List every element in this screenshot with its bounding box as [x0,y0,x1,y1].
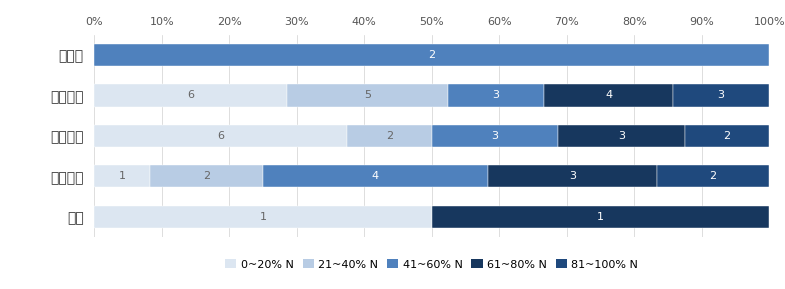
Text: 1: 1 [119,171,126,181]
Bar [94,84,287,107]
Bar [94,165,151,187]
Bar [94,205,432,228]
Text: 6: 6 [217,131,225,141]
Text: 3: 3 [618,131,625,141]
Text: 4: 4 [372,171,379,181]
Bar [447,84,544,107]
Bar [432,205,769,228]
Text: 4: 4 [605,90,612,100]
Text: 3: 3 [569,171,576,181]
Bar [94,125,347,147]
Bar [657,165,769,187]
Bar [287,84,447,107]
Bar [685,125,769,147]
Text: 1: 1 [260,212,266,222]
Bar [432,125,558,147]
Bar [151,165,263,187]
Bar [347,125,432,147]
Text: 2: 2 [710,171,717,181]
Legend: 0~20% N, 21~40% N, 41~60% N, 61~80% N, 81~100% N: 0~20% N, 21~40% N, 41~60% N, 61~80% N, 8… [221,255,643,274]
Text: 1: 1 [597,212,604,222]
Bar [544,84,673,107]
Text: 2: 2 [724,131,731,141]
Text: 3: 3 [491,131,498,141]
Text: 2: 2 [386,131,393,141]
Bar [94,44,769,66]
Bar [558,125,685,147]
Bar [263,165,488,187]
Text: 5: 5 [364,90,371,100]
Text: 6: 6 [187,90,194,100]
Bar [673,84,769,107]
Text: 2: 2 [428,50,436,60]
Text: 3: 3 [717,90,725,100]
Text: 2: 2 [203,171,210,181]
Text: 3: 3 [492,90,499,100]
Bar [488,165,657,187]
